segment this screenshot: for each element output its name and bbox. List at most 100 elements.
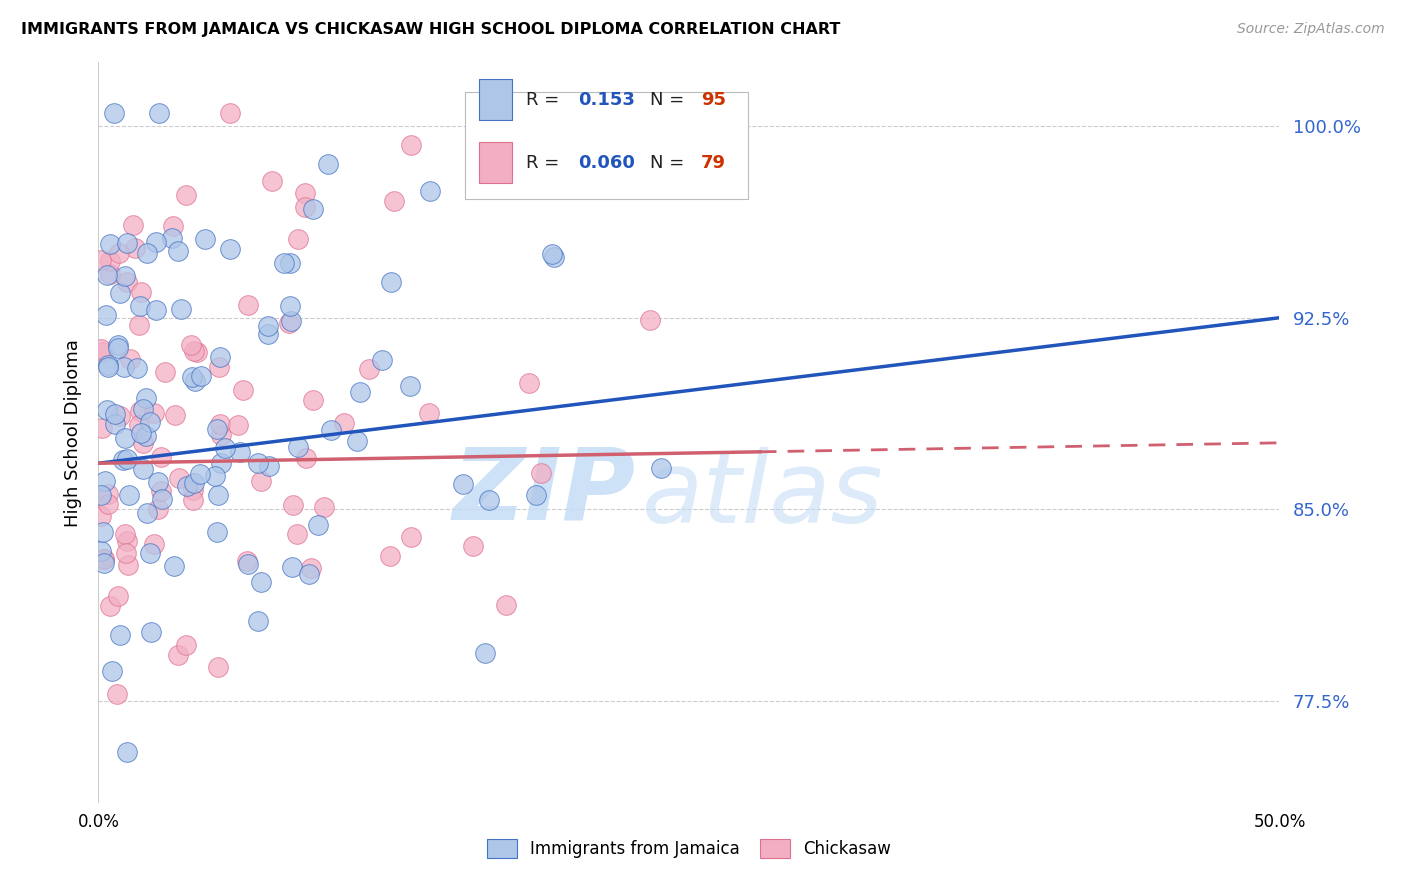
Point xyxy=(90,253,112,268)
Point xyxy=(118,488,141,502)
Point xyxy=(295,451,318,466)
Point xyxy=(163,558,186,573)
Point xyxy=(145,303,167,318)
Point xyxy=(238,557,260,571)
Point xyxy=(100,665,122,679)
Point xyxy=(93,551,115,566)
Point xyxy=(93,556,115,570)
Point xyxy=(277,316,299,330)
Point xyxy=(121,219,143,233)
Point xyxy=(97,359,120,373)
Point xyxy=(114,527,136,541)
Point xyxy=(543,251,565,265)
Point xyxy=(135,429,157,443)
Point xyxy=(166,244,188,258)
Point xyxy=(287,232,309,246)
Point xyxy=(96,308,118,322)
Point xyxy=(183,476,205,491)
Point xyxy=(298,566,321,581)
Point xyxy=(302,392,325,407)
Point xyxy=(108,246,131,260)
Point xyxy=(128,318,150,333)
Point xyxy=(146,502,169,516)
Point xyxy=(100,254,122,268)
Point xyxy=(143,406,166,420)
Point xyxy=(146,475,169,489)
Point xyxy=(399,378,422,392)
Point xyxy=(155,365,177,379)
Point xyxy=(136,506,159,520)
Point xyxy=(127,361,149,376)
Text: 0.153: 0.153 xyxy=(578,91,634,109)
Point xyxy=(316,157,339,171)
Point xyxy=(174,638,197,652)
Point xyxy=(103,106,125,120)
Point xyxy=(194,232,217,246)
Point xyxy=(129,285,152,299)
Point xyxy=(98,267,121,281)
Point xyxy=(114,546,136,560)
Point xyxy=(205,524,228,539)
Point xyxy=(186,345,208,359)
Text: R =: R = xyxy=(526,91,565,109)
Point xyxy=(114,360,136,375)
Point xyxy=(357,362,380,376)
Point xyxy=(110,627,132,641)
Point xyxy=(181,370,204,384)
Point xyxy=(107,337,129,351)
Point xyxy=(517,376,540,391)
Point xyxy=(181,492,204,507)
Point xyxy=(114,431,136,445)
Point xyxy=(260,174,283,188)
Point xyxy=(170,302,193,317)
Point xyxy=(97,487,120,501)
Point xyxy=(132,402,155,417)
Point xyxy=(150,491,173,506)
Y-axis label: High School Diploma: High School Diploma xyxy=(63,339,82,526)
Point xyxy=(149,484,172,499)
Point xyxy=(650,461,672,475)
Point xyxy=(207,487,229,501)
Point xyxy=(143,537,166,551)
Point xyxy=(249,474,271,488)
Point xyxy=(638,313,661,327)
Bar xyxy=(478,79,512,120)
Point xyxy=(139,625,162,640)
Point xyxy=(188,467,211,482)
Point xyxy=(219,106,242,120)
Point xyxy=(382,194,405,209)
Point xyxy=(184,374,207,388)
Point xyxy=(167,471,190,485)
Point xyxy=(228,445,250,459)
Point xyxy=(207,659,229,673)
Point xyxy=(107,341,129,355)
Text: atlas: atlas xyxy=(641,447,883,544)
Text: 79: 79 xyxy=(700,153,725,172)
Text: ZIP: ZIP xyxy=(453,443,636,541)
Point xyxy=(418,406,440,420)
Text: Source: ZipAtlas.com: Source: ZipAtlas.com xyxy=(1237,22,1385,37)
Point xyxy=(129,425,152,440)
Point xyxy=(114,269,136,284)
Point xyxy=(100,237,122,252)
Point xyxy=(190,369,212,384)
Point xyxy=(91,525,114,540)
Point xyxy=(105,687,128,701)
Point xyxy=(183,343,205,358)
Text: 0.060: 0.060 xyxy=(578,153,634,172)
Point xyxy=(380,275,402,289)
Point xyxy=(247,614,270,628)
Point xyxy=(138,546,160,560)
Point xyxy=(145,235,167,249)
Point xyxy=(90,543,112,558)
Point xyxy=(115,275,138,289)
Point xyxy=(117,558,139,572)
Point xyxy=(236,298,259,312)
Point xyxy=(208,417,231,431)
Point xyxy=(111,453,134,467)
Point xyxy=(150,450,173,464)
Point xyxy=(541,247,564,261)
FancyBboxPatch shape xyxy=(464,92,748,200)
Point xyxy=(115,534,138,549)
Point xyxy=(294,200,316,214)
